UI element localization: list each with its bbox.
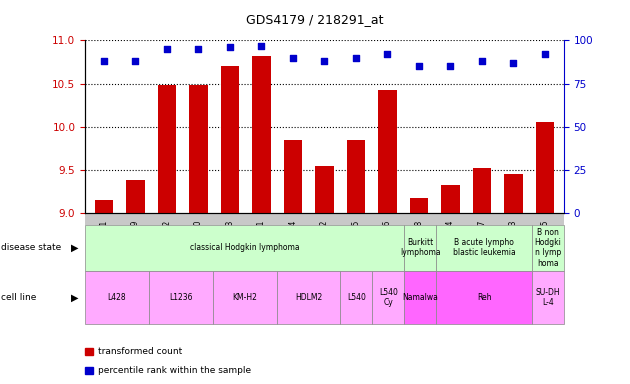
Point bbox=[319, 58, 329, 64]
Point bbox=[351, 55, 361, 61]
Text: B acute lympho
blastic leukemia: B acute lympho blastic leukemia bbox=[453, 238, 515, 257]
Bar bbox=[126, 180, 145, 213]
Text: Reh: Reh bbox=[477, 293, 491, 302]
Text: L540: L540 bbox=[347, 293, 366, 302]
Point bbox=[256, 43, 266, 49]
Point bbox=[225, 44, 235, 50]
Text: percentile rank within the sample: percentile rank within the sample bbox=[98, 366, 251, 375]
Bar bbox=[378, 91, 397, 213]
Text: L1236: L1236 bbox=[169, 293, 193, 302]
Bar bbox=[536, 122, 554, 213]
Point bbox=[414, 63, 424, 70]
Text: Burkitt
lymphoma: Burkitt lymphoma bbox=[400, 238, 440, 257]
Text: GDS4179 / 218291_at: GDS4179 / 218291_at bbox=[246, 13, 384, 26]
Bar bbox=[346, 140, 365, 213]
Text: B non
Hodgki
n lymp
homa: B non Hodgki n lymp homa bbox=[534, 228, 561, 268]
Text: KM-H2: KM-H2 bbox=[232, 293, 257, 302]
Bar bbox=[220, 66, 239, 213]
Text: ▶: ▶ bbox=[71, 293, 79, 303]
Bar bbox=[504, 174, 523, 213]
Text: transformed count: transformed count bbox=[98, 347, 183, 356]
Point bbox=[445, 63, 455, 70]
Text: SU-DH
L-4: SU-DH L-4 bbox=[536, 288, 560, 307]
Point bbox=[130, 58, 140, 64]
Bar bbox=[315, 166, 334, 213]
Point bbox=[99, 58, 109, 64]
Bar bbox=[252, 56, 271, 213]
Point bbox=[508, 60, 518, 66]
Text: Namalwa: Namalwa bbox=[403, 293, 438, 302]
Bar bbox=[410, 198, 428, 213]
Point bbox=[162, 46, 172, 52]
Point bbox=[382, 51, 392, 57]
Bar bbox=[158, 85, 176, 213]
Text: disease state: disease state bbox=[1, 243, 62, 252]
Text: L540
Cy: L540 Cy bbox=[379, 288, 398, 307]
Point bbox=[477, 58, 487, 64]
Bar bbox=[472, 168, 491, 213]
Text: cell line: cell line bbox=[1, 293, 37, 302]
Point bbox=[540, 51, 550, 57]
Text: ▶: ▶ bbox=[71, 243, 79, 253]
Text: HDLM2: HDLM2 bbox=[295, 293, 322, 302]
Point bbox=[193, 46, 203, 52]
Bar bbox=[284, 140, 302, 213]
Bar bbox=[189, 85, 208, 213]
Text: classical Hodgkin lymphoma: classical Hodgkin lymphoma bbox=[190, 243, 299, 252]
Bar bbox=[441, 185, 460, 213]
Bar bbox=[94, 200, 113, 213]
Text: L428: L428 bbox=[108, 293, 126, 302]
Point bbox=[288, 55, 298, 61]
